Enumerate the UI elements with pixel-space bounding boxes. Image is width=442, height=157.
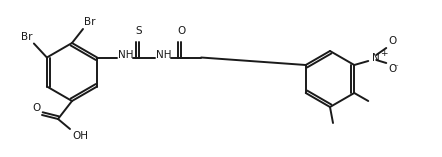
Text: O: O	[177, 27, 185, 36]
Text: NH: NH	[118, 51, 133, 60]
Text: Br: Br	[21, 32, 33, 41]
Text: +: +	[380, 49, 388, 57]
Text: N: N	[372, 53, 380, 63]
Text: O: O	[388, 64, 396, 74]
Text: NH: NH	[156, 51, 171, 60]
Text: Br: Br	[84, 17, 95, 27]
Text: O: O	[33, 103, 41, 113]
Text: S: S	[136, 27, 142, 36]
Text: ⁻: ⁻	[393, 63, 398, 72]
Text: OH: OH	[72, 131, 88, 141]
Text: O: O	[388, 36, 396, 46]
